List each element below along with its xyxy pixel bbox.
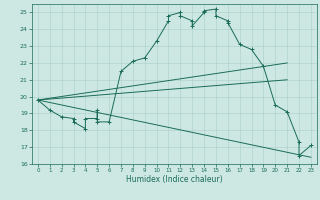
X-axis label: Humidex (Indice chaleur): Humidex (Indice chaleur) — [126, 175, 223, 184]
